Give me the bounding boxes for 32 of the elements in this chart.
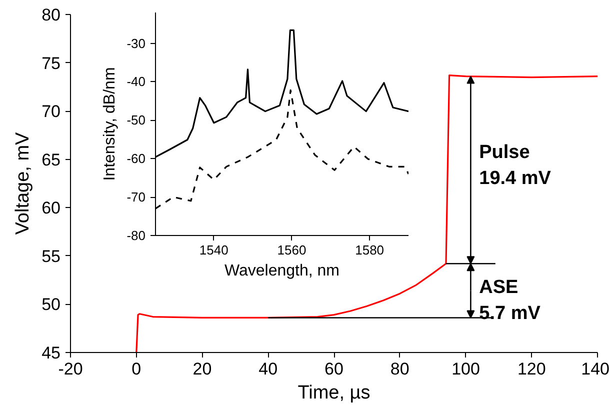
x-tick-label: 1560 bbox=[277, 242, 306, 258]
y-tick-label: 65 bbox=[42, 150, 61, 170]
annotation: Pulse 19.4 mV bbox=[479, 142, 552, 190]
x-tick-label: 100 bbox=[452, 360, 480, 378]
y-tick-label: 80 bbox=[42, 6, 61, 24]
x-tick-label: 1540 bbox=[199, 242, 228, 258]
x-tick-label: 120 bbox=[517, 360, 546, 378]
x-axis-title: Wavelength, nm bbox=[224, 262, 340, 280]
x-tick-label: 20 bbox=[192, 360, 212, 378]
y-tick-label: -80 bbox=[126, 228, 146, 243]
x-tick-label: 0 bbox=[132, 360, 142, 378]
y-axis-title: Intensity, dB/nm bbox=[102, 67, 119, 181]
y-tick-label: -50 bbox=[126, 112, 146, 128]
y-tick-label: 45 bbox=[42, 344, 61, 362]
y-tick-label: 75 bbox=[42, 54, 61, 73]
y-axis-title: Voltage, mV bbox=[12, 132, 34, 235]
x-tick-label: 60 bbox=[324, 360, 344, 378]
y-tick-label: -70 bbox=[126, 190, 146, 205]
x-tick-label: 1580 bbox=[355, 242, 384, 258]
x-tick-label: -20 bbox=[58, 360, 83, 378]
y-tick-label: 70 bbox=[42, 102, 61, 122]
x-axis-title: Time, µs bbox=[298, 382, 370, 404]
y-tick-label: -40 bbox=[126, 74, 146, 90]
y-tick-label: 60 bbox=[42, 198, 61, 218]
annotation: ASE 5.7 mV bbox=[479, 276, 541, 324]
y-tick-label: 55 bbox=[42, 246, 61, 266]
x-tick-label: 80 bbox=[390, 360, 410, 378]
x-tick-label: 40 bbox=[258, 360, 278, 378]
x-tick-label: 140 bbox=[581, 360, 609, 378]
y-tick-label: -60 bbox=[126, 151, 146, 166]
y-tick-label: 50 bbox=[42, 295, 61, 314]
y-tick-label: -30 bbox=[126, 36, 146, 51]
